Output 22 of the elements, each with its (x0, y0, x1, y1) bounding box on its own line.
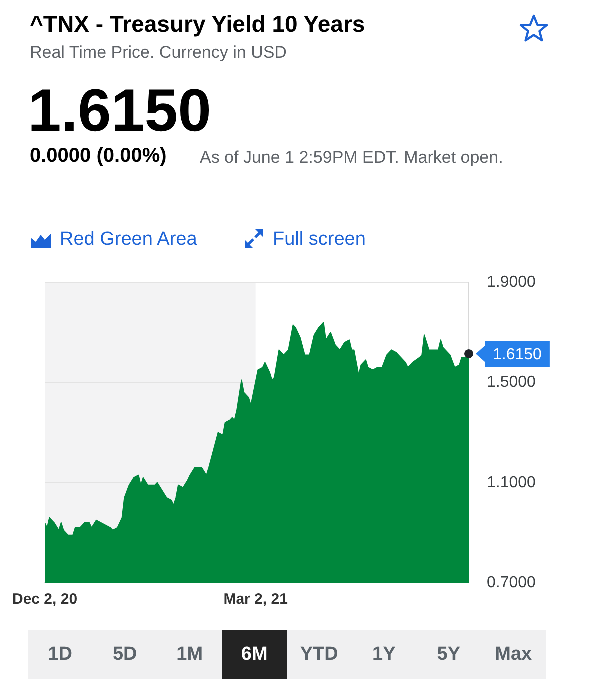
y-tick-label: 1.1000 (487, 474, 536, 492)
y-tick-label: 0.7000 (487, 574, 536, 592)
x-tick-label: Dec 2, 20 (12, 591, 78, 608)
time-range-button[interactable]: 5Y (416, 630, 482, 679)
time-range-button[interactable]: 6M (222, 630, 287, 679)
time-range-button[interactable]: YTD (287, 630, 352, 679)
annotation: 1.6150 (493, 346, 542, 364)
text: 1.6150 (28, 77, 212, 144)
y-tick-label: 1.9000 (487, 274, 536, 292)
text: As of June 1 2:59PM EDT. Market open. (200, 148, 504, 168)
text: 0.0000 (0.00%) (30, 145, 167, 168)
time-range-button[interactable]: 1Y (352, 630, 416, 679)
y-tick-label: 1.5000 (487, 374, 536, 392)
time-range-button[interactable]: 5D (92, 630, 158, 679)
chart-title: ^TNX - Treasury Yield 10 Years (30, 11, 366, 38)
time-range-button[interactable]: Max (481, 630, 546, 679)
time-range-button[interactable]: 1M (158, 630, 222, 679)
time-range-button[interactable]: 1D (28, 630, 93, 679)
text: Full screen (273, 229, 366, 251)
chart-subtitle: Real Time Price. Currency in USD (30, 43, 287, 63)
text: Red Green Area (60, 229, 198, 251)
x-tick-label: Mar 2, 21 (224, 591, 288, 608)
